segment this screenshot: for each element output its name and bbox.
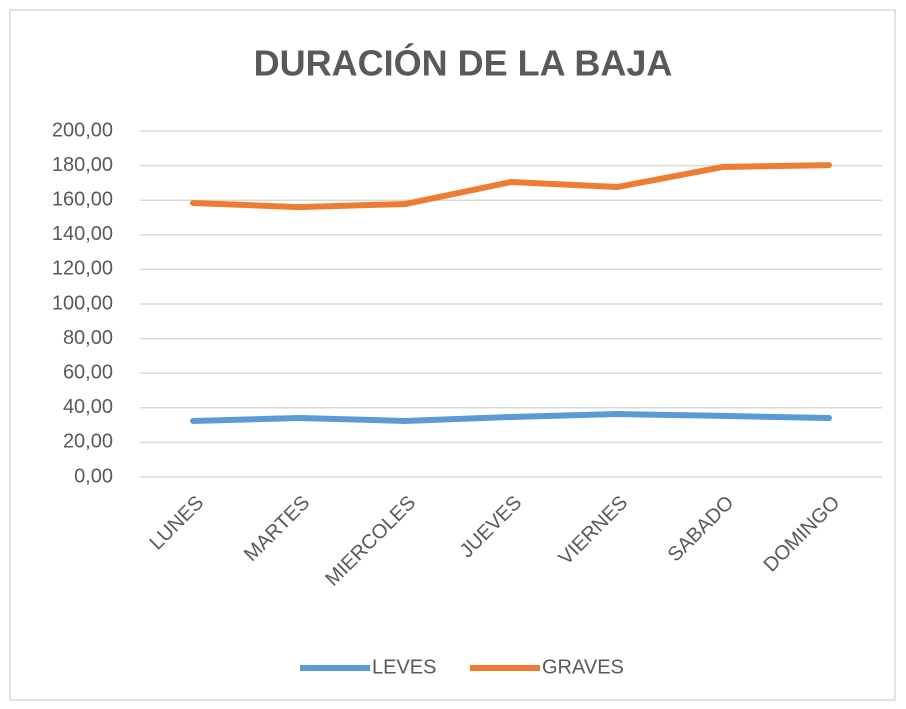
- y-tick-label: 140,00: [52, 223, 113, 245]
- y-tick-label: 200,00: [52, 119, 113, 141]
- chart-border: [9, 9, 896, 701]
- y-tick-label: 20,00: [63, 431, 113, 453]
- y-tick-label: 80,00: [63, 327, 113, 349]
- y-tick-label: 160,00: [52, 188, 113, 210]
- y-tick-label: 180,00: [52, 154, 113, 176]
- series-line: [190, 162, 832, 211]
- y-tick-label: 60,00: [63, 361, 113, 383]
- legend-label: LEVES: [372, 656, 436, 678]
- legend-label: GRAVES: [542, 656, 624, 678]
- chart-title: DURACIÓN DE LA BAJA: [254, 42, 673, 84]
- y-tick-label: 0,00: [74, 465, 113, 487]
- y-tick-label: 100,00: [52, 292, 113, 314]
- series-line: [190, 411, 832, 424]
- y-tick-label: 40,00: [63, 396, 113, 418]
- y-tick-label: 120,00: [52, 258, 113, 280]
